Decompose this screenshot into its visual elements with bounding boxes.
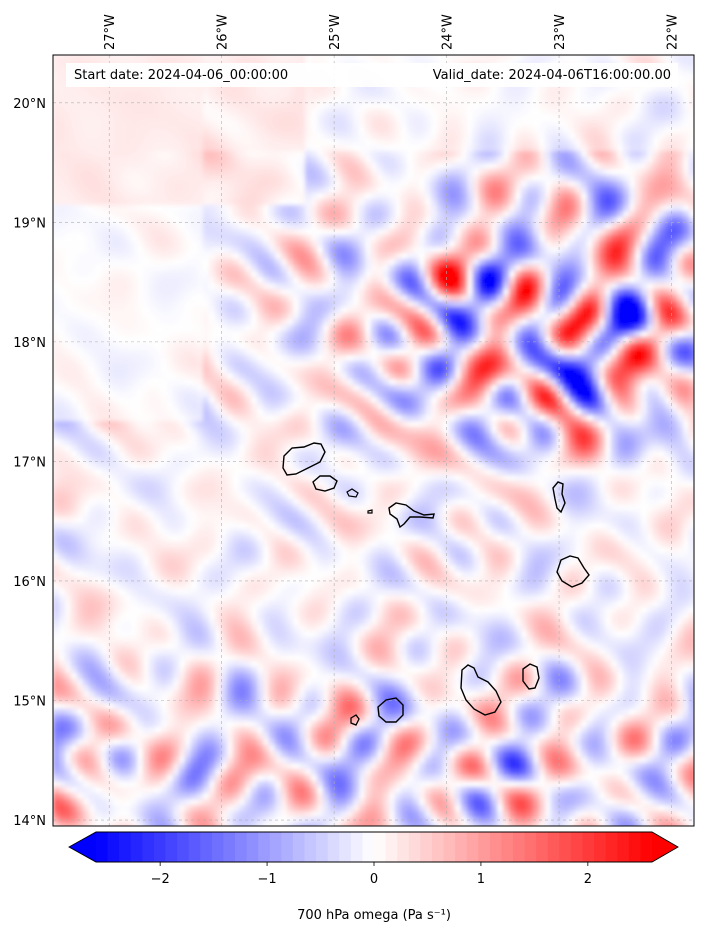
- colorbar-segment: [223, 832, 236, 862]
- colorbar-segment: [235, 832, 248, 862]
- colorbar-segment: [292, 832, 305, 862]
- colorbar-segment: [374, 832, 387, 862]
- colorbar-segment: [153, 832, 166, 862]
- island-santo-antao: [282, 442, 326, 476]
- colorbar-segment: [640, 832, 653, 862]
- lon-tick-label: 25°W: [328, 14, 343, 50]
- map-panel: [52, 54, 695, 827]
- island-brava: [350, 714, 360, 726]
- lat-tick-label: 14°N: [13, 814, 46, 829]
- colorbar-segment: [211, 832, 224, 862]
- colorbar-ticks: −2 −1 0 1 2: [151, 862, 592, 887]
- colorbar-segment: [605, 832, 618, 862]
- colorbar-gradient: [69, 832, 678, 862]
- island-santa-luzia: [346, 488, 359, 498]
- colorbar-segment: [397, 832, 410, 862]
- colorbar-outline: [68, 831, 679, 863]
- lon-tick-label: 23°W: [553, 14, 568, 50]
- colorbar-segment: [316, 832, 329, 862]
- island-boa-vista: [556, 555, 590, 588]
- colorbar-label: 700 hPa omega (Pa s⁻¹): [297, 908, 451, 923]
- colorbar-segment: [96, 832, 109, 862]
- start-date-label: Start date: 2024-04-06_00:00:00: [74, 68, 288, 83]
- lon-tick-label: 26°W: [216, 14, 231, 50]
- header-box: Start date: 2024-04-06_00:00:00 Valid_da…: [66, 63, 678, 87]
- colorbar-segment: [501, 832, 514, 862]
- colorbar-segment: [385, 832, 398, 862]
- colorbar-segment: [119, 832, 132, 862]
- colorbar-segment: [489, 832, 502, 862]
- longitude-labels: 27°W 26°W 25°W 24°W 23°W 22°W: [103, 14, 680, 50]
- colorbar-segment: [524, 832, 537, 862]
- colorbar-segment: [478, 832, 491, 862]
- colorbar-segment: [339, 832, 352, 862]
- map-frame: [52, 54, 695, 827]
- gridlines: [53, 55, 694, 826]
- colorbar-segment: [258, 832, 271, 862]
- lat-tick-label: 19°N: [13, 216, 46, 231]
- colorbar-segment: [547, 832, 560, 862]
- island-fogo: [377, 697, 404, 723]
- island-maio: [522, 663, 540, 690]
- island-sao-vicente: [312, 475, 338, 492]
- colorbar-segment: [582, 832, 595, 862]
- colorbar-segment: [431, 832, 444, 862]
- colorbar-segment: [420, 832, 433, 862]
- colorbar-segment: [570, 832, 583, 862]
- colorbar-segment: [628, 832, 641, 862]
- colorbar-segment: [177, 832, 190, 862]
- valid-date-label: Valid_date: 2024-04-06T16:00:00.00: [433, 68, 671, 83]
- colorbar-segment: [408, 832, 421, 862]
- colorbar-segment: [559, 832, 572, 862]
- colorbar-tick-label: 1: [477, 872, 485, 887]
- colorbar-segment: [443, 832, 456, 862]
- colorbar-segment: [188, 832, 201, 862]
- colorbar-segment: [269, 832, 282, 862]
- lat-tick-label: 16°N: [13, 575, 46, 590]
- colorbar-extend-max: [652, 832, 678, 862]
- colorbar-tick-label: −2: [151, 872, 170, 887]
- colorbar-segment: [327, 832, 340, 862]
- colorbar-segment: [165, 832, 178, 862]
- colorbar-segment: [142, 832, 155, 862]
- colorbar-segment: [107, 832, 120, 862]
- colorbar: −2 −1 0 1 2 700 hPa omega (Pa s⁻¹): [68, 831, 679, 923]
- colorbar-segment: [130, 832, 143, 862]
- island-razo: [367, 509, 373, 514]
- colorbar-segment: [466, 832, 479, 862]
- island-sao-nicolau: [388, 502, 435, 529]
- coastlines: [282, 442, 590, 726]
- lat-tick-label: 18°N: [13, 336, 46, 351]
- colorbar-segment: [200, 832, 213, 862]
- colorbar-segment: [281, 832, 294, 862]
- colorbar-segment: [617, 832, 630, 862]
- lon-tick-label: 27°W: [103, 14, 118, 50]
- colorbar-segment: [350, 832, 363, 862]
- colorbar-tick-label: 2: [584, 872, 592, 887]
- omega-field: [53, 55, 694, 826]
- colorbar-segment: [594, 832, 607, 862]
- colorbar-segment: [362, 832, 375, 862]
- colorbar-segment: [536, 832, 549, 862]
- lat-tick-label: 20°N: [13, 97, 46, 112]
- island-sal: [552, 481, 566, 514]
- colorbar-segment: [513, 832, 526, 862]
- colorbar-segment: [304, 832, 317, 862]
- lat-tick-label: 17°N: [13, 455, 46, 470]
- colorbar-tick-label: −1: [257, 872, 276, 887]
- lat-tick-label: 15°N: [13, 694, 46, 709]
- lon-tick-label: 24°W: [441, 14, 456, 50]
- colorbar-extend-min: [69, 832, 96, 862]
- island-santiago: [460, 664, 502, 716]
- latitude-labels: 20°N 19°N 18°N 17°N 16°N 15°N 14°N: [13, 97, 46, 829]
- colorbar-tick-label: 0: [370, 872, 378, 887]
- colorbar-segment: [246, 832, 259, 862]
- lon-tick-label: 22°W: [666, 14, 681, 50]
- colorbar-segment: [455, 832, 468, 862]
